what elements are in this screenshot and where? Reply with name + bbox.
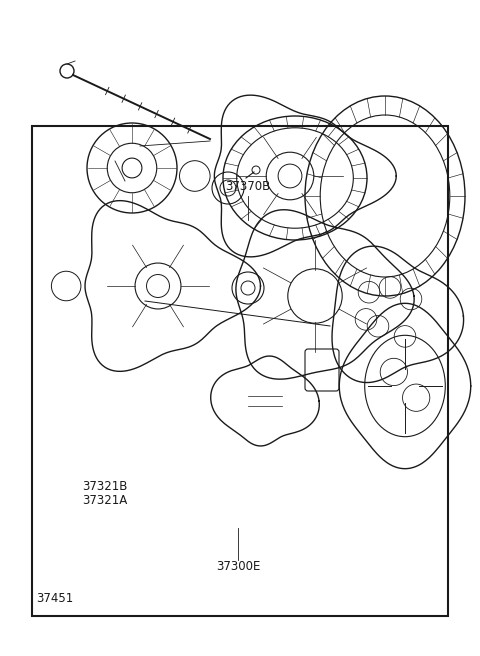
Text: 37451: 37451 [36,592,73,604]
Text: 37321A: 37321A [83,493,128,506]
Text: 37321B: 37321B [82,480,128,493]
Bar [32,126,448,616]
Text: 37370B: 37370B [226,180,271,192]
Text: 37300E: 37300E [216,560,260,573]
